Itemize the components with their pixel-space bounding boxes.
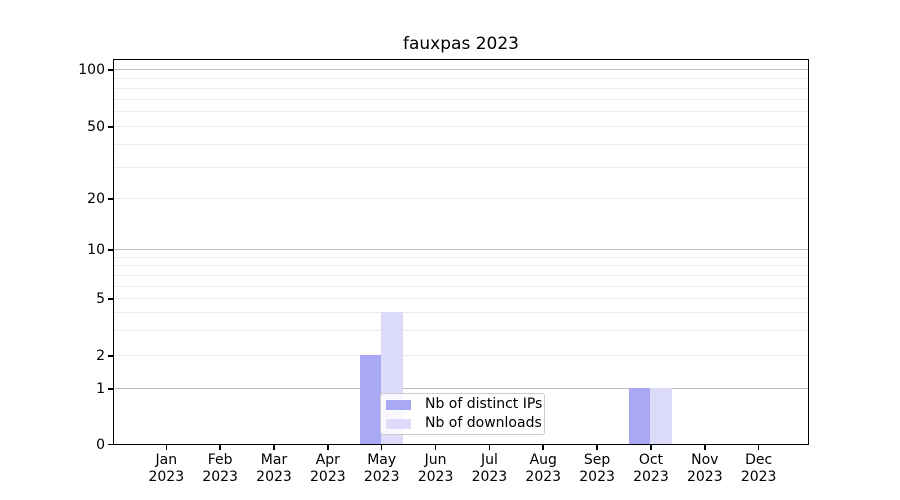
x-axis-tick-label: Oct 2023 [633, 452, 669, 485]
y-axis-tick-mark [108, 355, 113, 357]
y-minor-gridline [114, 198, 808, 200]
y-minor-gridline [114, 355, 808, 357]
x-axis-tick-label: Apr 2023 [310, 452, 346, 485]
x-axis-tick-label: Aug 2023 [525, 452, 562, 485]
y-axis-tick-label: 20 [87, 191, 105, 207]
y-axis-tick-mark [108, 249, 113, 251]
y-major-gridline [114, 249, 808, 251]
y-axis-tick-label: 2 [96, 348, 105, 364]
x-axis-tick-mark [596, 445, 598, 450]
y-axis-tick-label: 5 [96, 291, 105, 307]
y-minor-gridline [114, 265, 808, 267]
y-minor-gridline [114, 312, 808, 314]
legend-swatch-downloads [386, 418, 411, 429]
legend-label: Nb of distinct IPs [425, 396, 543, 412]
x-axis-tick-label: Mar 2023 [256, 452, 292, 485]
legend: Nb of distinct IPs Nb of downloads [380, 393, 545, 435]
bar-distinct-ips [628, 388, 651, 444]
y-minor-gridline [114, 256, 808, 258]
y-minor-gridline [114, 285, 808, 287]
y-axis-tick-mark [108, 69, 113, 71]
y-minor-gridline [114, 78, 808, 80]
x-axis-tick-mark [757, 445, 760, 450]
x-axis-tick-mark [273, 445, 275, 450]
y-axis-tick-label: 10 [87, 242, 105, 258]
x-axis-tick-mark [327, 445, 329, 450]
legend-item: Nb of distinct IPs [386, 397, 542, 412]
legend-item: Nb of downloads [386, 416, 542, 431]
bar-downloads [650, 388, 672, 444]
y-axis-tick-label: 100 [78, 62, 105, 78]
y-minor-gridline [114, 166, 808, 168]
chart-title: fauxpas 2023 [403, 34, 519, 54]
x-axis-tick-mark [380, 445, 383, 450]
y-axis-tick-mark [108, 126, 113, 128]
legend-swatch-distinct-ips [386, 399, 411, 410]
x-axis-tick-label: May 2023 [363, 452, 400, 485]
x-axis-tick-label: Jun 2023 [417, 452, 454, 485]
y-axis-tick-label: 50 [87, 119, 105, 135]
y-minor-gridline [114, 298, 808, 300]
x-axis-tick-mark [434, 445, 437, 450]
x-axis-tick-mark [704, 445, 706, 450]
y-minor-gridline [114, 274, 808, 276]
x-axis-tick-mark [488, 445, 491, 450]
y-major-gridline [114, 388, 808, 390]
y-minor-gridline [114, 98, 808, 100]
y-axis-tick-mark [108, 388, 113, 390]
x-axis-tick-mark [542, 445, 545, 450]
x-axis-tick-mark [650, 445, 652, 450]
y-axis-tick-label: 1 [96, 381, 105, 397]
legend-label: Nb of downloads [425, 415, 542, 431]
y-axis-tick-mark [108, 298, 113, 300]
y-major-gridline [114, 69, 808, 71]
x-axis-tick-label: Jan 2023 [148, 452, 185, 485]
y-axis-tick-label: 0 [96, 436, 105, 453]
x-axis-tick-mark [219, 445, 221, 450]
plot-area [113, 59, 809, 445]
x-axis-tick-mark [165, 445, 168, 450]
x-axis-tick-label: Dec 2023 [740, 452, 777, 485]
y-minor-gridline [114, 143, 808, 145]
x-axis-tick-label: Nov 2023 [686, 452, 723, 485]
y-axis-tick-mark [108, 198, 113, 200]
y-minor-gridline [114, 330, 808, 332]
x-axis-tick-label: Feb 2023 [202, 452, 238, 485]
y-minor-gridline [114, 87, 808, 89]
x-axis-tick-label: Sep 2023 [579, 452, 615, 485]
x-axis-tick-label: Jul 2023 [471, 452, 508, 485]
y-minor-gridline [114, 126, 808, 128]
bar-distinct-ips [359, 355, 382, 444]
y-axis-tick-mark [108, 443, 113, 446]
y-minor-gridline [114, 111, 808, 113]
